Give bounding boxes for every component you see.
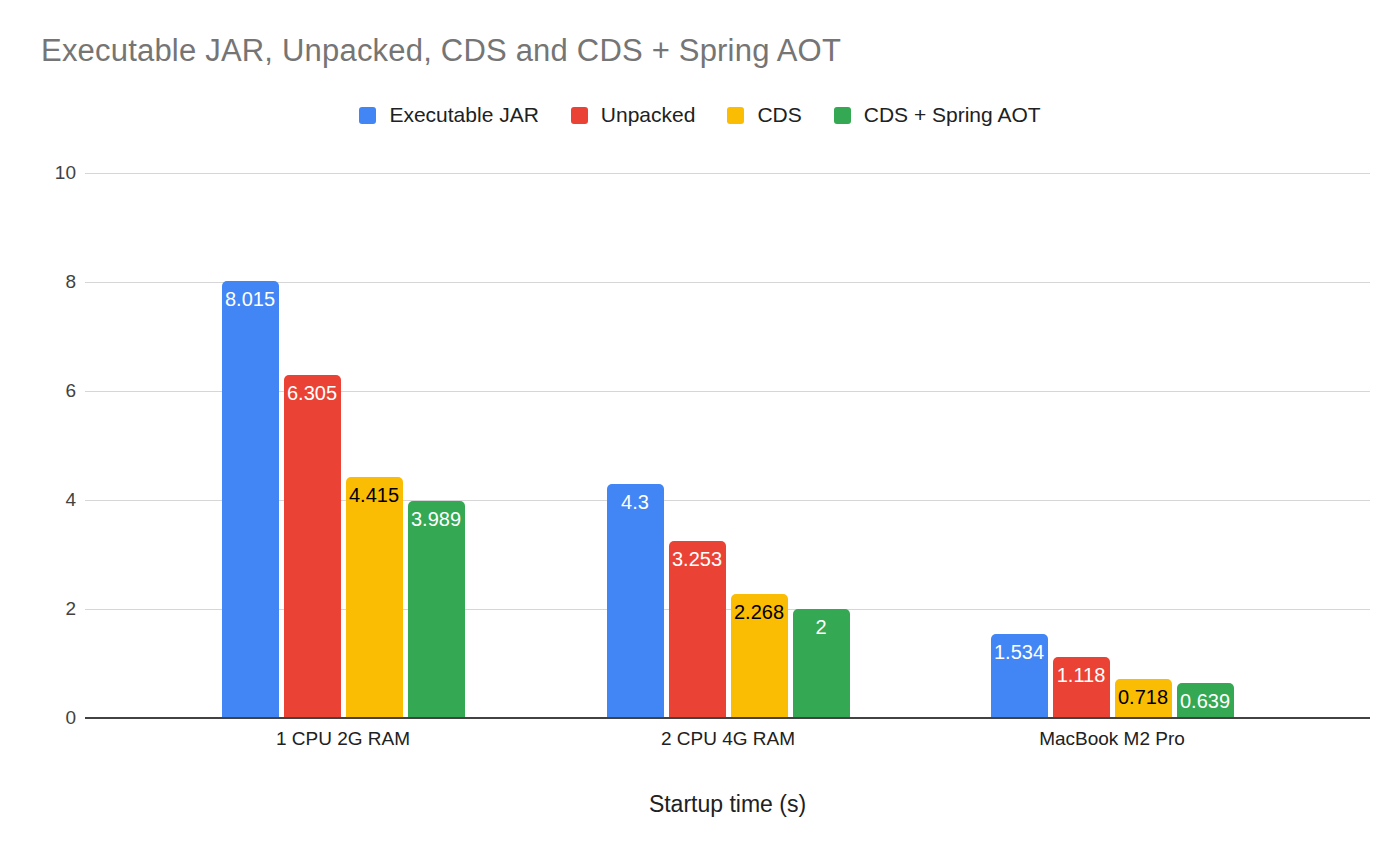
y-tick-label: 8 (0, 271, 76, 293)
x-axis-title: Startup time (s) (85, 791, 1370, 818)
bar-value-label: 1.534 (994, 641, 1044, 664)
y-tick-label: 0 (0, 707, 76, 729)
category-label: MacBook M2 Pro (962, 728, 1262, 750)
bar-value-label: 1.118 (1057, 664, 1106, 687)
y-tick-label: 2 (0, 598, 76, 620)
y-tick-label: 6 (0, 380, 76, 402)
category-label: 2 CPU 4G RAM (578, 728, 878, 750)
bar-executable-jar (222, 281, 279, 718)
x-axis-line (85, 717, 1370, 719)
bar-value-label: 0.718 (1118, 686, 1168, 709)
bar-cds-spring-aot (408, 501, 465, 718)
gridline (85, 173, 1370, 174)
bar-value-label: 6.305 (287, 382, 337, 405)
plot-area: 0 2 4 6 8 10 8.015 4.3 1.534 6.305 3.253 1.118 4.415… (0, 0, 1400, 845)
bar-value-label: 4.415 (349, 484, 399, 507)
bar-value-label: 8.015 (225, 288, 275, 311)
y-tick-label: 4 (0, 489, 76, 511)
chart-container: Executable JAR, Unpacked, CDS and CDS + … (0, 0, 1400, 845)
category-label: 1 CPU 2G RAM (193, 728, 493, 750)
bar-value-label: 0.639 (1180, 690, 1230, 713)
bar-value-label: 3.253 (672, 548, 722, 571)
bar-value-label: 4.3 (621, 491, 649, 514)
bar-unpacked (284, 375, 341, 718)
bar-value-label: 2 (815, 616, 826, 639)
bar-cds (346, 477, 403, 718)
y-tick-label: 10 (0, 162, 76, 184)
bar-value-label: 2.268 (734, 601, 784, 624)
bar-value-label: 3.989 (411, 508, 461, 531)
bar-executable-jar (607, 484, 664, 718)
